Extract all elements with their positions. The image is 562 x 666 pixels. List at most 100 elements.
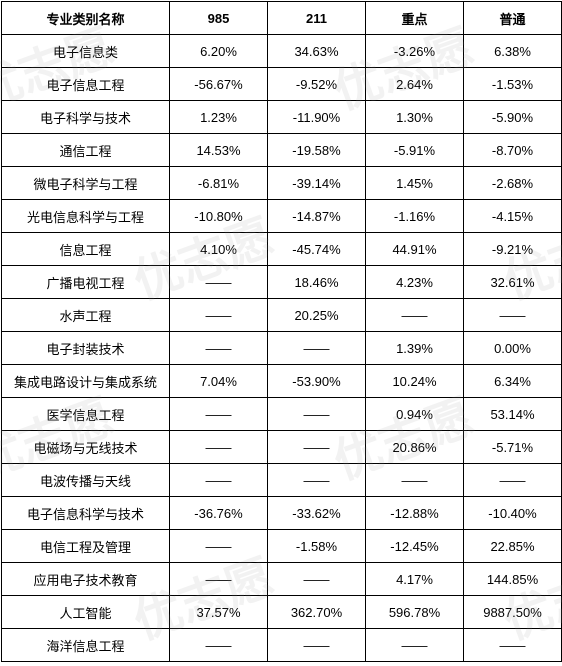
row-value-cell: —— [366,299,464,332]
row-value-cell: 596.78% [366,596,464,629]
table-row: 电子科学与技术1.23%-11.90%1.30%-5.90% [2,101,562,134]
row-name-cell: 电子信息类 [2,35,170,68]
row-value-cell: -12.45% [366,530,464,563]
row-value-cell: 34.63% [268,35,366,68]
table-row: 电子封装技术————1.39%0.00% [2,332,562,365]
row-name-cell: 应用电子技术教育 [2,563,170,596]
table-row: 微电子科学与工程-6.81%-39.14%1.45%-2.68% [2,167,562,200]
row-value-cell: —— [170,332,268,365]
table-row: 医学信息工程————0.94%53.14% [2,398,562,431]
row-value-cell: -6.81% [170,167,268,200]
row-name-cell: 水声工程 [2,299,170,332]
table-row: 水声工程——20.25%———— [2,299,562,332]
row-value-cell: 1.23% [170,101,268,134]
row-name-cell: 电子信息科学与技术 [2,497,170,530]
row-value-cell: 0.00% [464,332,562,365]
table-row: 电信工程及管理——-1.58%-12.45%22.85% [2,530,562,563]
row-value-cell: 37.57% [170,596,268,629]
table-row: 电磁场与无线技术————20.86%-5.71% [2,431,562,464]
row-value-cell: -1.16% [366,200,464,233]
row-value-cell: 1.30% [366,101,464,134]
row-value-cell: -3.26% [366,35,464,68]
row-value-cell: -14.87% [268,200,366,233]
table-row: 信息工程4.10%-45.74%44.91%-9.21% [2,233,562,266]
row-value-cell: 6.38% [464,35,562,68]
row-value-cell: -33.62% [268,497,366,530]
table-body: 电子信息类6.20%34.63%-3.26%6.38%电子信息工程-56.67%… [2,35,562,662]
row-value-cell: -8.70% [464,134,562,167]
row-value-cell: 4.10% [170,233,268,266]
row-value-cell: -1.58% [268,530,366,563]
col-header-normal: 普通 [464,2,562,35]
row-value-cell: —— [268,464,366,497]
row-value-cell: 18.46% [268,266,366,299]
row-value-cell: -10.80% [170,200,268,233]
table-row: 应用电子技术教育————4.17%144.85% [2,563,562,596]
row-value-cell: -10.40% [464,497,562,530]
row-value-cell: 20.25% [268,299,366,332]
row-value-cell: —— [366,464,464,497]
row-value-cell: 32.61% [464,266,562,299]
row-value-cell: 53.14% [464,398,562,431]
row-value-cell: —— [170,431,268,464]
table-row: 电子信息科学与技术-36.76%-33.62%-12.88%-10.40% [2,497,562,530]
row-value-cell: 0.94% [366,398,464,431]
row-value-cell: 1.39% [366,332,464,365]
row-name-cell: 微电子科学与工程 [2,167,170,200]
table-container: 优志愿优志愿优志愿优志愿优志愿优志愿优志愿优志愿 专业类别名称 985 211 … [0,0,562,666]
row-value-cell: —— [268,431,366,464]
col-header-985: 985 [170,2,268,35]
row-value-cell: —— [366,629,464,662]
row-value-cell: 6.20% [170,35,268,68]
row-value-cell: —— [464,629,562,662]
row-value-cell: 1.45% [366,167,464,200]
row-value-cell: -53.90% [268,365,366,398]
row-value-cell: 144.85% [464,563,562,596]
row-value-cell: —— [170,629,268,662]
row-name-cell: 海洋信息工程 [2,629,170,662]
row-value-cell: —— [170,563,268,596]
table-row: 电波传播与天线———————— [2,464,562,497]
col-header-211: 211 [268,2,366,35]
row-value-cell: —— [268,332,366,365]
row-value-cell: 362.70% [268,596,366,629]
row-value-cell: —— [170,398,268,431]
row-value-cell: —— [170,464,268,497]
table-row: 电子信息类6.20%34.63%-3.26%6.38% [2,35,562,68]
row-value-cell: -12.88% [366,497,464,530]
row-value-cell: -36.76% [170,497,268,530]
row-value-cell: -5.71% [464,431,562,464]
table-row: 人工智能37.57%362.70%596.78%9887.50% [2,596,562,629]
row-value-cell: 2.64% [366,68,464,101]
col-header-key: 重点 [366,2,464,35]
row-name-cell: 电子封装技术 [2,332,170,365]
row-name-cell: 光电信息科学与工程 [2,200,170,233]
row-value-cell: —— [170,299,268,332]
data-table: 专业类别名称 985 211 重点 普通 电子信息类6.20%34.63%-3.… [1,1,562,662]
row-value-cell: -45.74% [268,233,366,266]
row-name-cell: 电信工程及管理 [2,530,170,563]
row-value-cell: 7.04% [170,365,268,398]
row-value-cell: 14.53% [170,134,268,167]
row-value-cell: 9887.50% [464,596,562,629]
row-value-cell: 10.24% [366,365,464,398]
table-row: 海洋信息工程———————— [2,629,562,662]
table-row: 通信工程14.53%-19.58%-5.91%-8.70% [2,134,562,167]
row-value-cell: -4.15% [464,200,562,233]
row-value-cell: 20.86% [366,431,464,464]
row-value-cell: 22.85% [464,530,562,563]
row-name-cell: 广播电视工程 [2,266,170,299]
row-value-cell: 6.34% [464,365,562,398]
row-name-cell: 人工智能 [2,596,170,629]
row-value-cell: -5.90% [464,101,562,134]
col-header-name: 专业类别名称 [2,2,170,35]
row-value-cell: —— [268,398,366,431]
row-value-cell: —— [464,464,562,497]
table-header-row: 专业类别名称 985 211 重点 普通 [2,2,562,35]
row-value-cell: 4.23% [366,266,464,299]
row-value-cell: 4.17% [366,563,464,596]
row-name-cell: 电波传播与天线 [2,464,170,497]
row-value-cell: —— [268,629,366,662]
row-value-cell: 44.91% [366,233,464,266]
row-name-cell: 通信工程 [2,134,170,167]
